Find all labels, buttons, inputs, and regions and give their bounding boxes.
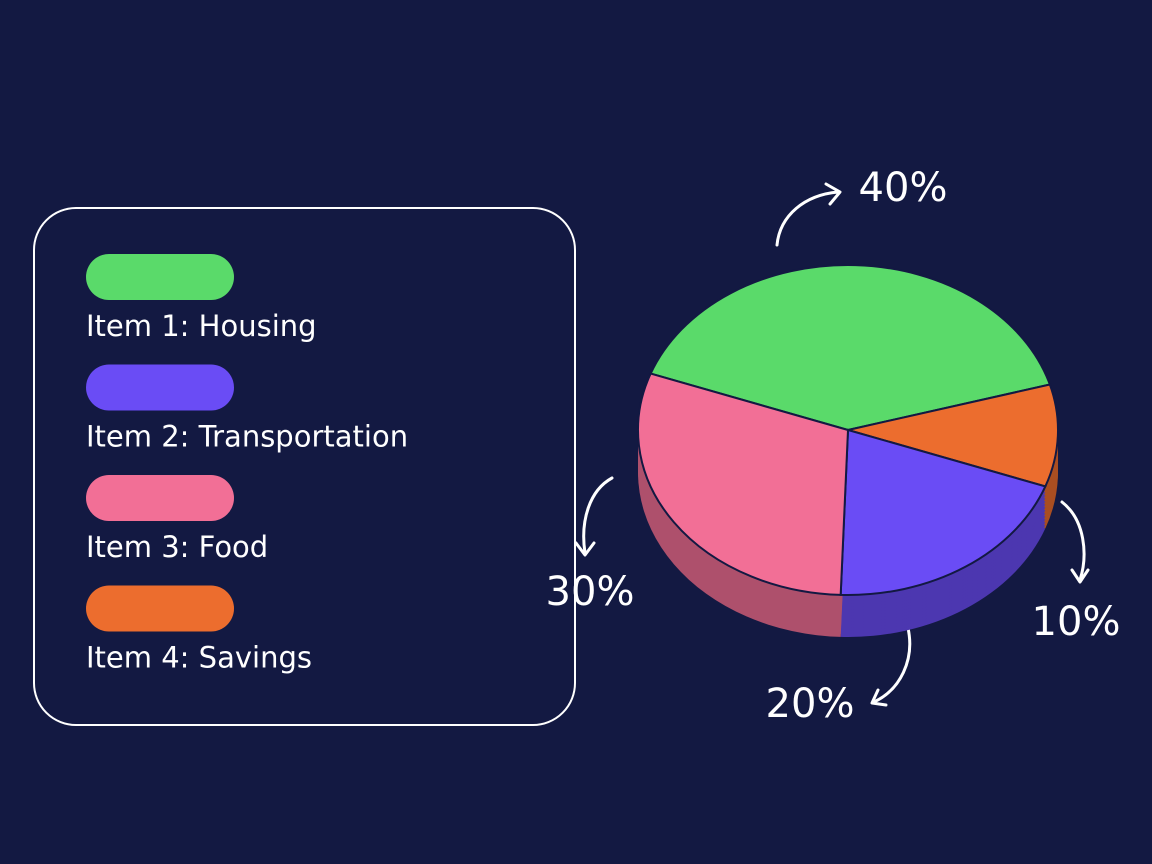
legend-swatch: [86, 585, 234, 632]
arrow: [775, 182, 842, 247]
pie: [637, 264, 1059, 637]
legend-label: Item 1: Housing: [86, 309, 317, 343]
value-label: 10%: [1032, 599, 1121, 645]
value-label: 40%: [859, 165, 948, 211]
arrow: [870, 626, 912, 707]
legend-label: Item 4: Savings: [86, 641, 312, 675]
arrows: [574, 182, 1090, 707]
legend-swatch: [86, 475, 234, 521]
value-label: 30%: [546, 569, 635, 615]
value-label: 20%: [766, 681, 855, 727]
pie-slice: [839, 428, 1047, 596]
pie-slice: [847, 383, 1059, 488]
arrow: [1060, 500, 1090, 584]
legend-box: [33, 207, 576, 726]
arrow: [574, 476, 614, 557]
pie-slice: [637, 372, 850, 596]
legend-swatch: [86, 364, 234, 411]
legend-swatch: [86, 254, 234, 300]
legend-label: Item 3: Food: [86, 530, 268, 564]
legend-label: Item 2: Transportation: [86, 420, 408, 454]
pie-slice: [649, 264, 1052, 432]
